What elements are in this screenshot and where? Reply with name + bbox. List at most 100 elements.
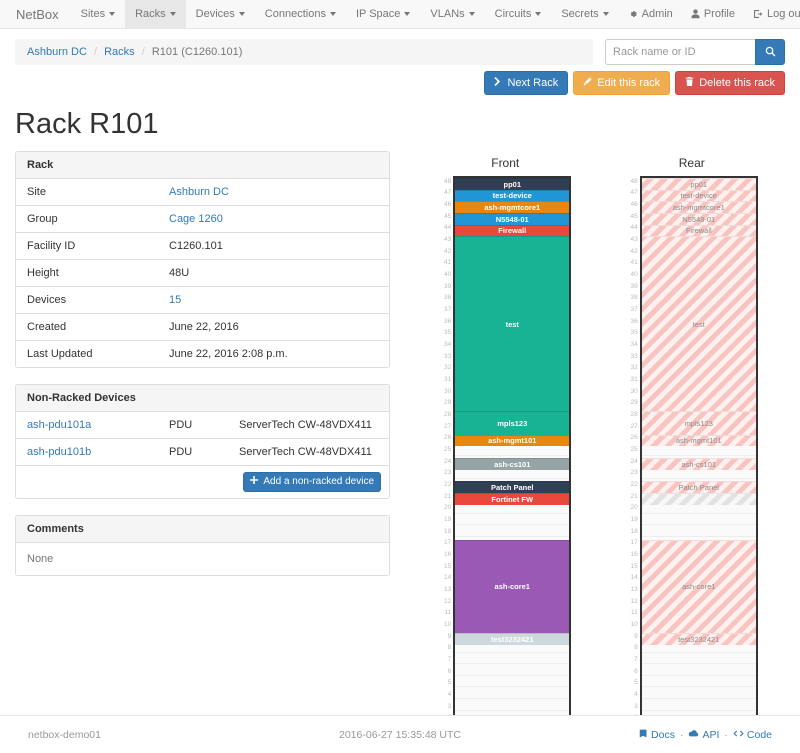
nav-item-secrets[interactable]: Secrets [551,0,618,28]
front-unit-slot[interactable] [455,525,570,537]
rear-device[interactable]: test [641,236,756,412]
front-rack-body: pp01 test-device ash-mgmtcore1 N5548-01 Fire… [453,176,572,736]
front-device[interactable]: N5548-01 [455,213,570,225]
front-unit-slot[interactable] [455,467,570,480]
front-device[interactable]: test-device [455,189,570,202]
book-icon [639,729,648,741]
rear-device[interactable]: pp01 [641,178,756,190]
rear-unit-slot[interactable] [641,525,756,537]
nav-label: IP Space [355,8,401,20]
front-elevation-title: Front [491,156,520,170]
rear-unit-slot[interactable] [641,653,756,665]
front-unit-slot[interactable] [455,502,570,514]
footer-host: netbox-demo01 [28,728,101,741]
nav-item-racks[interactable]: Racks [125,0,186,28]
nav-item-vlans[interactable]: VLANs [420,0,484,28]
rear-unit-slot[interactable] [641,676,756,688]
rear-unit-slot[interactable] [641,467,756,480]
front-device[interactable]: ash-mgmt101 [455,434,570,447]
rear-device[interactable]: Firewall [641,224,756,237]
non-racked-footer: Add a non-racked device [16,465,389,498]
front-unit-number: 13 [444,586,452,594]
front-device[interactable]: ash-core1 [455,539,570,633]
front-unit-slot[interactable] [455,514,570,526]
rear-unit-slot[interactable] [641,444,756,456]
footer-api-link[interactable]: API [688,729,719,741]
device-link[interactable]: ash-pdu101a [27,419,92,431]
nav-item-sites[interactable]: Sites [71,0,125,28]
rear-unit-number: 33 [630,352,638,360]
row-label-facility-id: Facility ID [16,232,158,260]
device-link[interactable]: ash-pdu101b [27,446,92,458]
next-rack-button[interactable]: Next Rack [484,71,569,95]
front-device[interactable]: Patch Panel [455,481,570,493]
search-button[interactable] [755,39,785,65]
front-device[interactable]: mpls123 [455,411,570,435]
nav-item-profile[interactable]: Profile [682,0,744,28]
brand-logo[interactable]: NetBox [16,6,59,22]
nav-item-logout[interactable]: Log out [744,0,800,28]
nav-item-admin[interactable]: Admin [619,0,682,28]
front-device[interactable]: pp01 [455,178,570,190]
rear-unit-slot[interactable] [641,514,756,526]
rear-device[interactable]: N5548-01 [641,213,756,225]
front-unit-slot[interactable] [455,699,570,711]
rear-device[interactable]: ash-mgmtcore1 [641,201,756,213]
nav-item-connections[interactable]: Connections [255,0,346,28]
rear-unit-number: 22 [630,481,638,489]
front-unit-slot[interactable] [455,676,570,688]
rear-unit-number: 34 [630,340,638,348]
add-non-racked-device-button[interactable]: Add a non-racked device [243,472,381,492]
row-label-group: Group [16,205,158,233]
logout-icon [753,9,763,19]
rear-device[interactable]: mpls123 [641,411,756,435]
front-unit-number: 22 [444,481,452,489]
front-device[interactable]: ash-mgmtcore1 [455,201,570,213]
device-type-cell: ServerTech CW-48VDX411 [228,438,389,465]
front-unit-slot[interactable] [455,653,570,665]
trash-icon [685,76,694,90]
nav-item-circuits[interactable]: Circuits [485,0,552,28]
rear-device[interactable]: ash-cs101 [641,458,756,470]
rear-device[interactable] [641,493,756,505]
devices-count-link[interactable]: 15 [169,294,182,306]
front-unit-slot[interactable] [455,687,570,700]
rear-unit-slot[interactable] [641,687,756,700]
rear-device[interactable]: test3232421 [641,633,756,645]
rear-unit-slot[interactable] [641,664,756,676]
front-unit-slot[interactable] [455,444,570,456]
front-unit-slot[interactable] [455,664,570,676]
page-footer: netbox-demo01 2016-06-27 15:35:48 UTC Do… [0,715,800,753]
breadcrumb-racks[interactable]: Racks [104,46,135,58]
footer-docs-link[interactable]: Docs [639,729,675,741]
rear-rack-body: pp01 test-device ash-mgmtcore1 N5548-01 Fire… [639,176,758,736]
nav-item-devices[interactable]: Devices [186,0,255,28]
delete-rack-button[interactable]: Delete this rack [675,71,785,95]
rear-device[interactable]: test-device [641,189,756,202]
front-device[interactable]: Firewall [455,224,570,237]
gear-icon [628,9,638,19]
rear-device[interactable]: Patch Panel [641,481,756,493]
front-device[interactable]: test [455,236,570,412]
rear-unit-slot[interactable] [641,502,756,514]
breadcrumb-site[interactable]: Ashburn DC [27,46,87,58]
edit-rack-button[interactable]: Edit this rack [573,71,671,95]
front-unit-number: 21 [444,492,452,500]
group-link[interactable]: Cage 1260 [169,213,223,225]
nav-item-ip-space[interactable]: IP Space [346,0,420,28]
front-unit-number: 20 [444,504,452,512]
rear-unit-slot[interactable] [641,699,756,711]
rear-unit-number: 8 [634,644,638,652]
search-input[interactable] [605,39,755,65]
front-device[interactable]: Fortinet FW [455,493,570,505]
front-device[interactable]: test3232421 [455,633,570,645]
front-device[interactable]: ash-cs101 [455,458,570,470]
rear-device[interactable]: ash-core1 [641,539,756,633]
front-unit-slot[interactable] [455,641,570,653]
rear-device[interactable]: ash-mgmt101 [641,434,756,447]
front-unit-number: 6 [447,667,452,675]
footer-code-link[interactable]: Code [733,729,772,741]
rear-unit-slot[interactable] [641,641,756,653]
rear-unit-number: 13 [630,586,638,594]
site-link[interactable]: Ashburn DC [169,186,229,198]
